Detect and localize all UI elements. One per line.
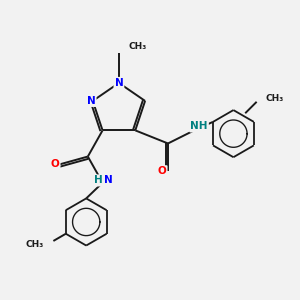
Text: CH₃: CH₃ — [25, 240, 44, 249]
Text: N: N — [115, 78, 123, 88]
Text: N: N — [104, 176, 113, 185]
Text: CH₃: CH₃ — [266, 94, 284, 103]
Text: H: H — [94, 176, 103, 185]
Text: CH₃: CH₃ — [128, 42, 146, 51]
Text: O: O — [158, 166, 167, 176]
Text: N: N — [87, 96, 95, 106]
Text: NH: NH — [190, 122, 208, 131]
Text: O: O — [51, 159, 59, 169]
